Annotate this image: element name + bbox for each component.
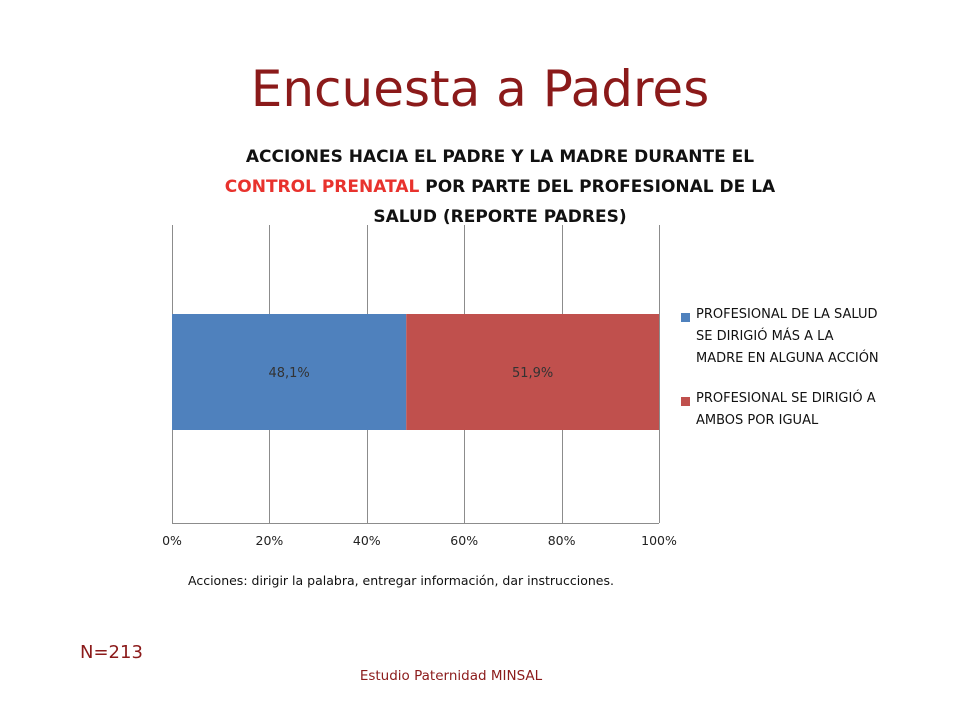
footer-source: Estudio Paternidad MINSAL: [359, 668, 543, 684]
x-tick-label: 60%: [450, 533, 478, 548]
slide-title: Encuesta a Padres: [250, 60, 710, 118]
sample-size: N=213: [80, 642, 143, 663]
x-tick-label: 0%: [162, 533, 182, 548]
x-tick-label: 40%: [353, 533, 381, 548]
chart-title-part: POR PARTE DEL PROFESIONAL DE LA SALUD (R…: [373, 177, 776, 227]
x-tick-label: 80%: [548, 533, 576, 548]
data-label: 48,1%: [268, 366, 309, 381]
legend-item: PROFESIONAL SE DIRIGIÓ A AMBOS POR IGUAL: [680, 388, 880, 432]
x-tick-label: 100%: [641, 533, 677, 548]
legend-swatch: [681, 397, 690, 406]
data-label: 51,9%: [512, 366, 553, 381]
bar-segment: [172, 314, 407, 430]
bar-segment: [406, 314, 659, 430]
actions-note: Acciones: dirigir la palabra, entregar i…: [188, 573, 614, 588]
chart-title-highlight: CONTROL PRENATAL: [224, 177, 420, 197]
legend-item: PROFESIONAL DE LA SALUD SE DIRIGIÓ MÁS A…: [680, 304, 880, 370]
x-tick-label: 20%: [256, 533, 284, 548]
chart-legend: PROFESIONAL DE LA SALUD SE DIRIGIÓ MÁS A…: [680, 304, 880, 450]
chart-title: ACCIONES HACIA EL PADRE Y LA MADRE DURAN…: [200, 142, 800, 232]
legend-label: PROFESIONAL SE DIRIGIÓ A AMBOS POR IGUAL: [696, 391, 876, 428]
legend-swatch: [681, 313, 690, 322]
legend-label: PROFESIONAL DE LA SALUD SE DIRIGIÓ MÁS A…: [696, 307, 879, 366]
chart-title-part: ACCIONES HACIA EL PADRE Y LA MADRE DURAN…: [245, 147, 755, 167]
